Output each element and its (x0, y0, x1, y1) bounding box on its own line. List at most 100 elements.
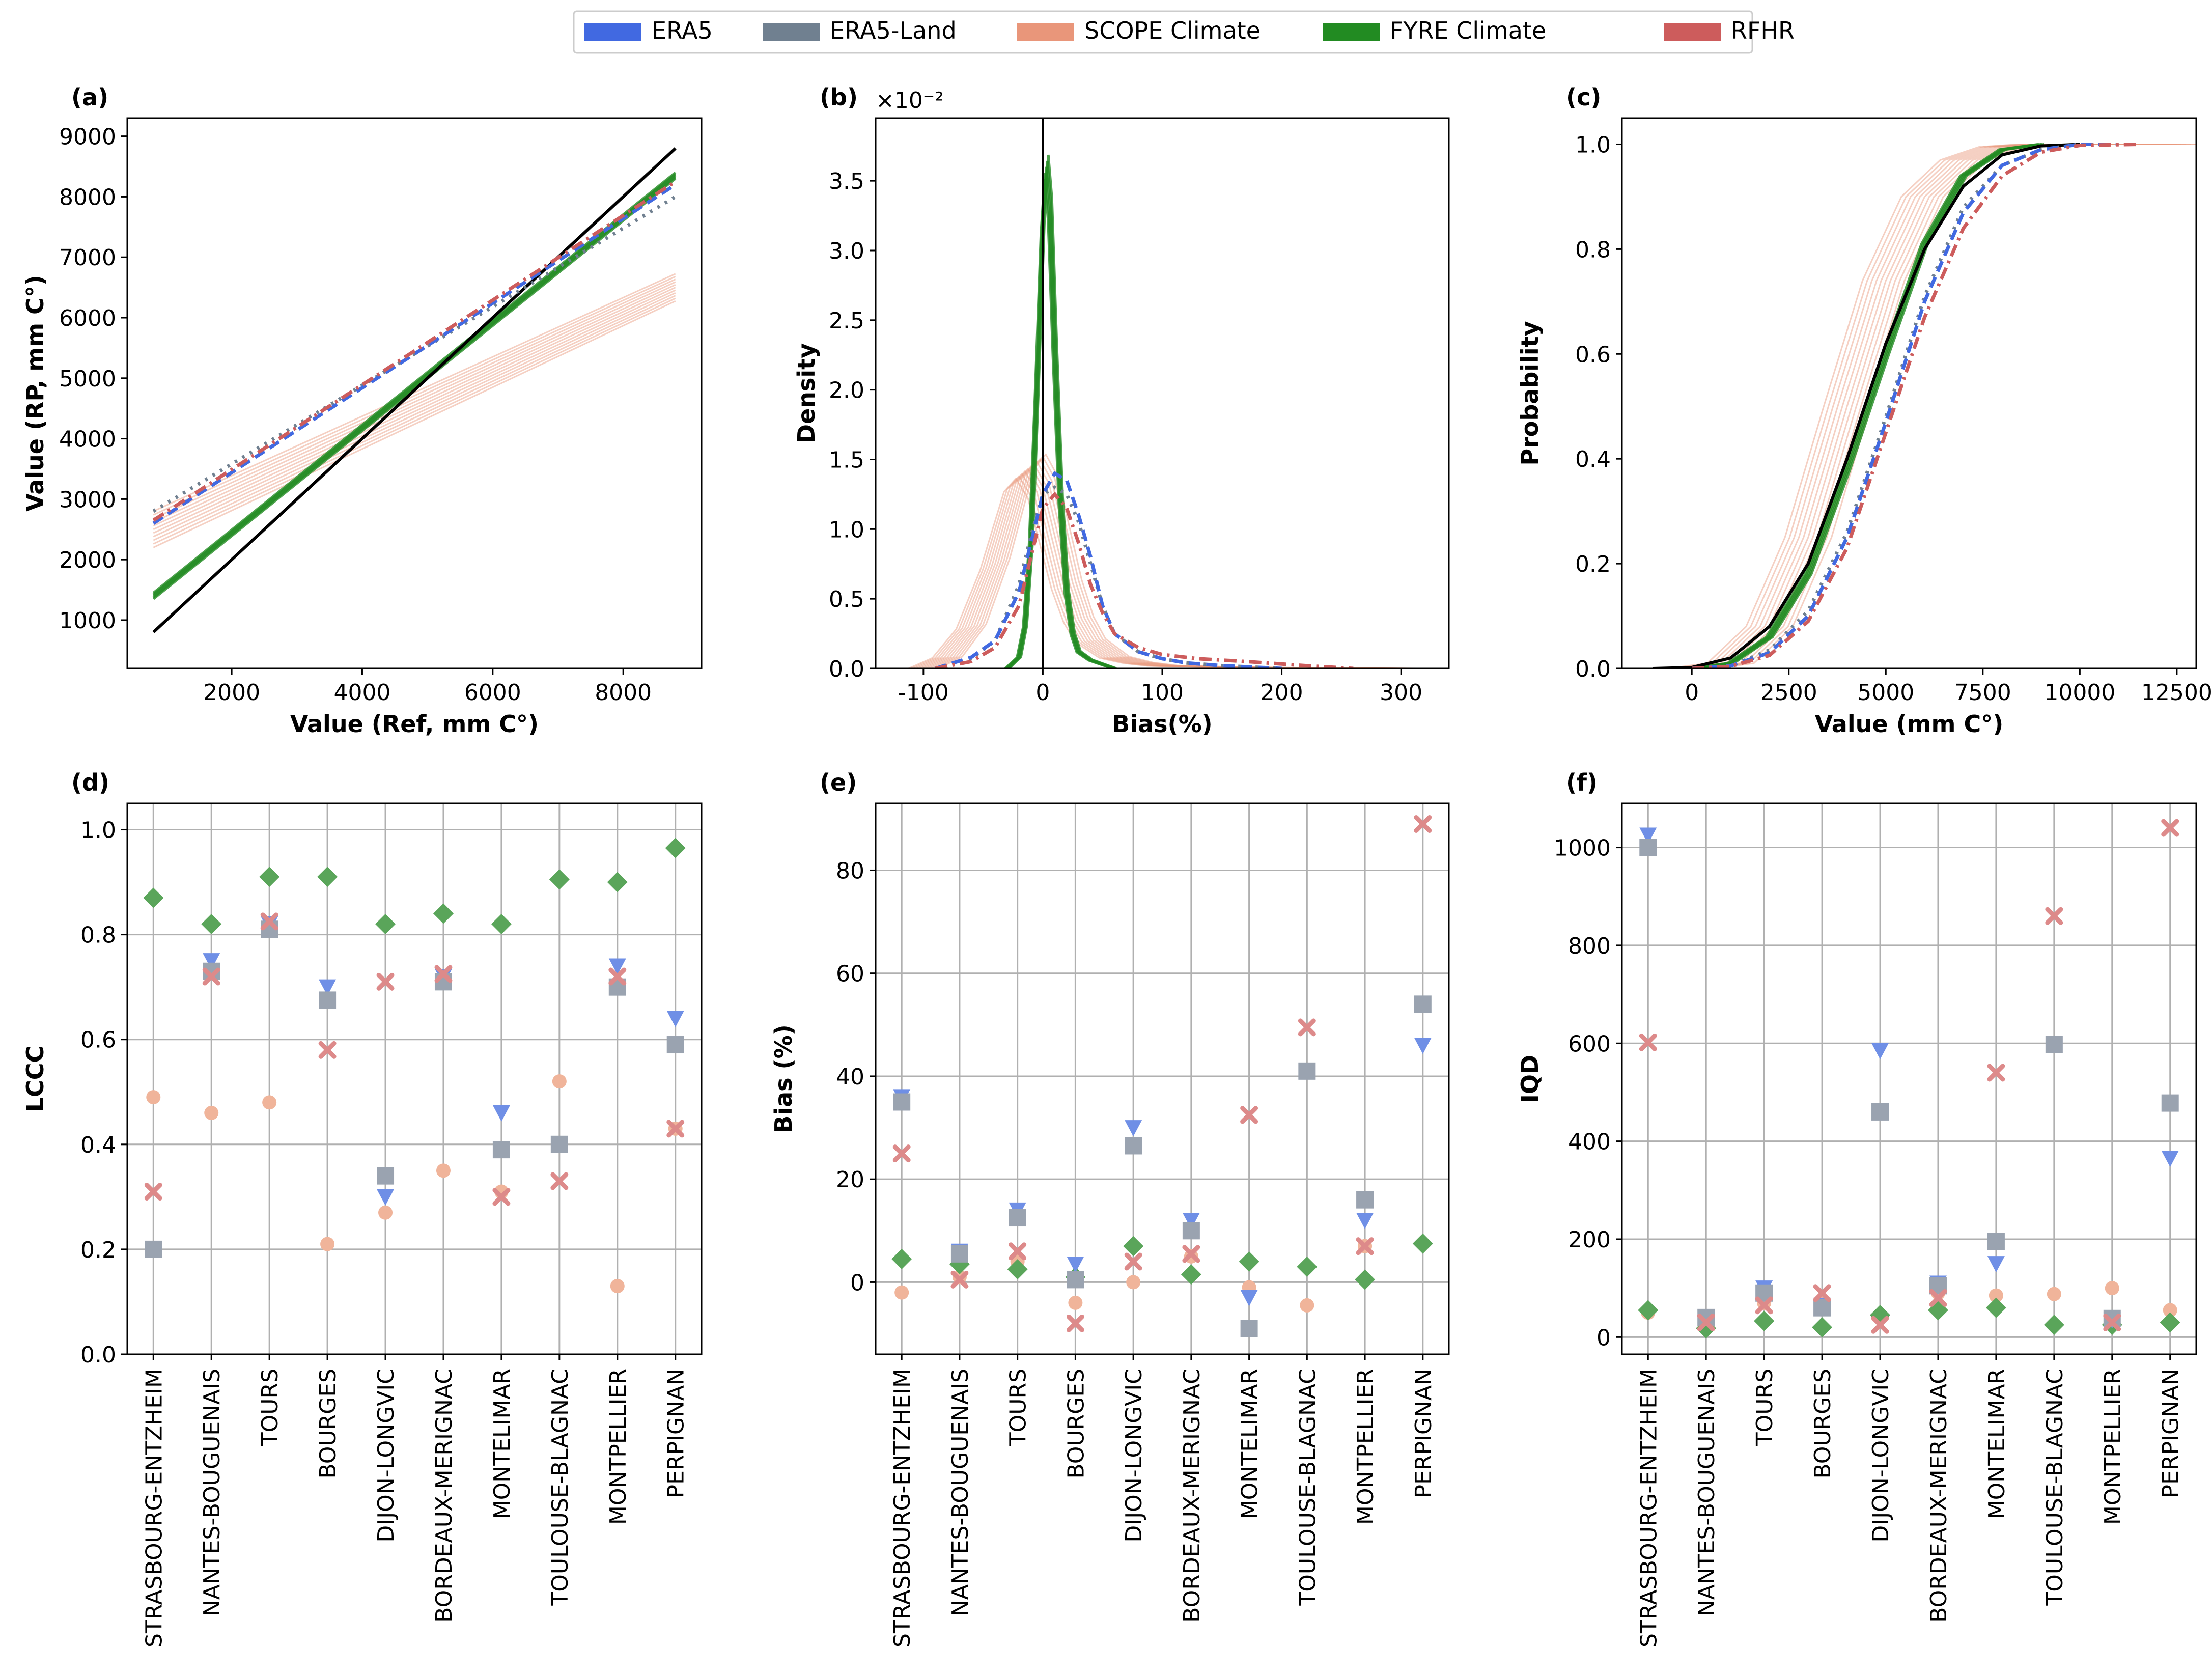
series-line-scope-member (153, 278, 676, 519)
x-axis-label: Bias(%) (1112, 710, 1212, 738)
y-tick-label: 0.4 (1575, 446, 1611, 472)
plot-area (1638, 819, 2180, 1339)
category-label: DIJON-LONGVIC (373, 1369, 399, 1543)
category-label: DIJON-LONGVIC (1868, 1369, 1894, 1543)
y-tick-label: 800 (1568, 933, 1611, 959)
marker-era5 (1639, 827, 1657, 844)
series-line-scope-member (911, 474, 1389, 668)
series-line-scope-member (1705, 144, 2191, 668)
y-tick-label: 0.0 (1575, 656, 1611, 682)
marker-fyre-climate (375, 914, 396, 935)
series-line-scope-member (935, 455, 1413, 668)
marker-era5 (1871, 1043, 1889, 1059)
marker-rfhr (666, 1120, 685, 1138)
marker-rfhr (1356, 1237, 1374, 1255)
category-label: BORDEAUX-MERIGNAC (431, 1369, 457, 1623)
marker-fyre-climate (1007, 1259, 1028, 1280)
marker-era5-land (2045, 1036, 2063, 1053)
plot-area (1653, 143, 2196, 668)
panel-b: (b) 0.0 0.5 1.0 1.5 2.0 2.5 3.0 3.5 -100 0 100 200 30… (793, 83, 1450, 738)
marker-era5-land (319, 991, 337, 1009)
y-axis-label: Bias (%) (770, 1024, 797, 1133)
y-axis-label: Value (RP, mm C°) (21, 275, 49, 512)
marker-scope-climate (894, 1285, 909, 1300)
y-tick-label: 0.0 (80, 1342, 116, 1368)
panel-a: (a) 1000 2000 3000 4000 5000 6000 7000 8000 9000 2… (21, 83, 703, 738)
marker-era5 (1414, 1038, 1432, 1054)
series-line-scope-member (1668, 144, 2154, 668)
marker-era5 (1125, 1120, 1142, 1137)
marker-scope-climate (1126, 1275, 1141, 1290)
series-line-scope-member (1682, 144, 2168, 668)
y-tick-label: 1.0 (80, 818, 116, 844)
series-line-scope-member (153, 273, 676, 512)
marker-fyre-climate (317, 867, 338, 887)
marker-era5-land (1298, 1062, 1316, 1080)
y-tick-label: 8000 (59, 184, 116, 210)
marker-era5 (1356, 1213, 1374, 1230)
x-tick-label: 100 (1141, 680, 1184, 706)
y-tick-label: 1000 (1554, 835, 1611, 861)
marker-scope-climate (2163, 1303, 2177, 1318)
marker-rfhr (1639, 1033, 1657, 1051)
marker-rfhr (1009, 1242, 1027, 1261)
marker-era5-land (950, 1245, 968, 1263)
series-line-scope-member (153, 287, 676, 531)
marker-era5-land (1987, 1233, 2005, 1250)
y-tick-label: 3.0 (829, 238, 864, 264)
marker-rfhr (1755, 1296, 1773, 1315)
marker-fyre-climate (1638, 1300, 1659, 1321)
series-line-era5-land (152, 195, 677, 513)
marker-scope-climate (262, 1095, 277, 1110)
marker-rfhr (1182, 1245, 1200, 1263)
category-label: TOULOUSE-BLAGNAC (1295, 1369, 1321, 1606)
marker-fyre-climate (2160, 1312, 2180, 1333)
marker-era5 (319, 979, 337, 996)
y-tick-label: 0.8 (1575, 237, 1611, 263)
series-line-scope-member (1701, 144, 2187, 668)
marker-rfhr (1871, 1316, 1889, 1334)
x-tick-label: 7500 (1954, 680, 2011, 706)
x-tick-label: 0 (1685, 680, 1699, 706)
marker-era5-land (550, 1135, 568, 1153)
legend-swatch (584, 23, 641, 41)
plot-area (891, 815, 1433, 1337)
y-tick-label: 0 (850, 1270, 864, 1296)
series-line-scope-member (917, 470, 1395, 668)
marker-fyre-climate (891, 1248, 912, 1269)
category-label: TOURS (1752, 1369, 1778, 1446)
category-label: NANTES-BOUGUENAIS (1694, 1369, 1720, 1616)
marker-fyre-climate (2043, 1315, 2064, 1335)
series-line-scope-member (1710, 144, 2196, 668)
marker-rfhr (376, 972, 395, 991)
y-tick-label: 80 (836, 858, 864, 884)
series-line-era5-land (1691, 143, 2119, 668)
category-label: PERPIGNAN (1411, 1369, 1437, 1498)
legend-entry: FYRE Climate (1323, 17, 1546, 44)
x-axis-label: Value (Ref, mm C°) (290, 710, 539, 738)
x-tick-label: 12500 (2141, 680, 2212, 706)
panel-f: (f) 0 200 400 600 800 1000 STRASBOURG-ENTZHEIM N… (1516, 769, 2197, 1648)
marker-era5-land (492, 1141, 510, 1159)
category-label: TOURS (1005, 1369, 1031, 1446)
series-line-scope-member (153, 300, 676, 548)
plot-area (908, 118, 1416, 668)
category-label: MONTELIMAR (1984, 1369, 2010, 1519)
category-label: BOURGES (1063, 1369, 1089, 1479)
y-tick-label: 2.5 (829, 308, 864, 334)
marker-era5 (2161, 1151, 2179, 1167)
marker-era5-land (145, 1240, 162, 1258)
marker-rfhr (892, 1144, 911, 1163)
series-line-scope-member (153, 292, 676, 538)
category-label: PERPIGNAN (2158, 1369, 2184, 1498)
y-tick-label: 600 (1568, 1031, 1611, 1057)
marker-era5-land (666, 1036, 684, 1054)
marker-scope-climate (436, 1163, 451, 1178)
panel-label: (f) (1566, 769, 1598, 796)
y-tick-label: 2000 (59, 547, 116, 573)
marker-rfhr (2161, 819, 2179, 837)
marker-rfhr (2045, 907, 2063, 925)
marker-era5-land (1639, 839, 1657, 856)
x-tick-label: 4000 (333, 680, 390, 706)
marker-fyre-climate (201, 914, 222, 935)
